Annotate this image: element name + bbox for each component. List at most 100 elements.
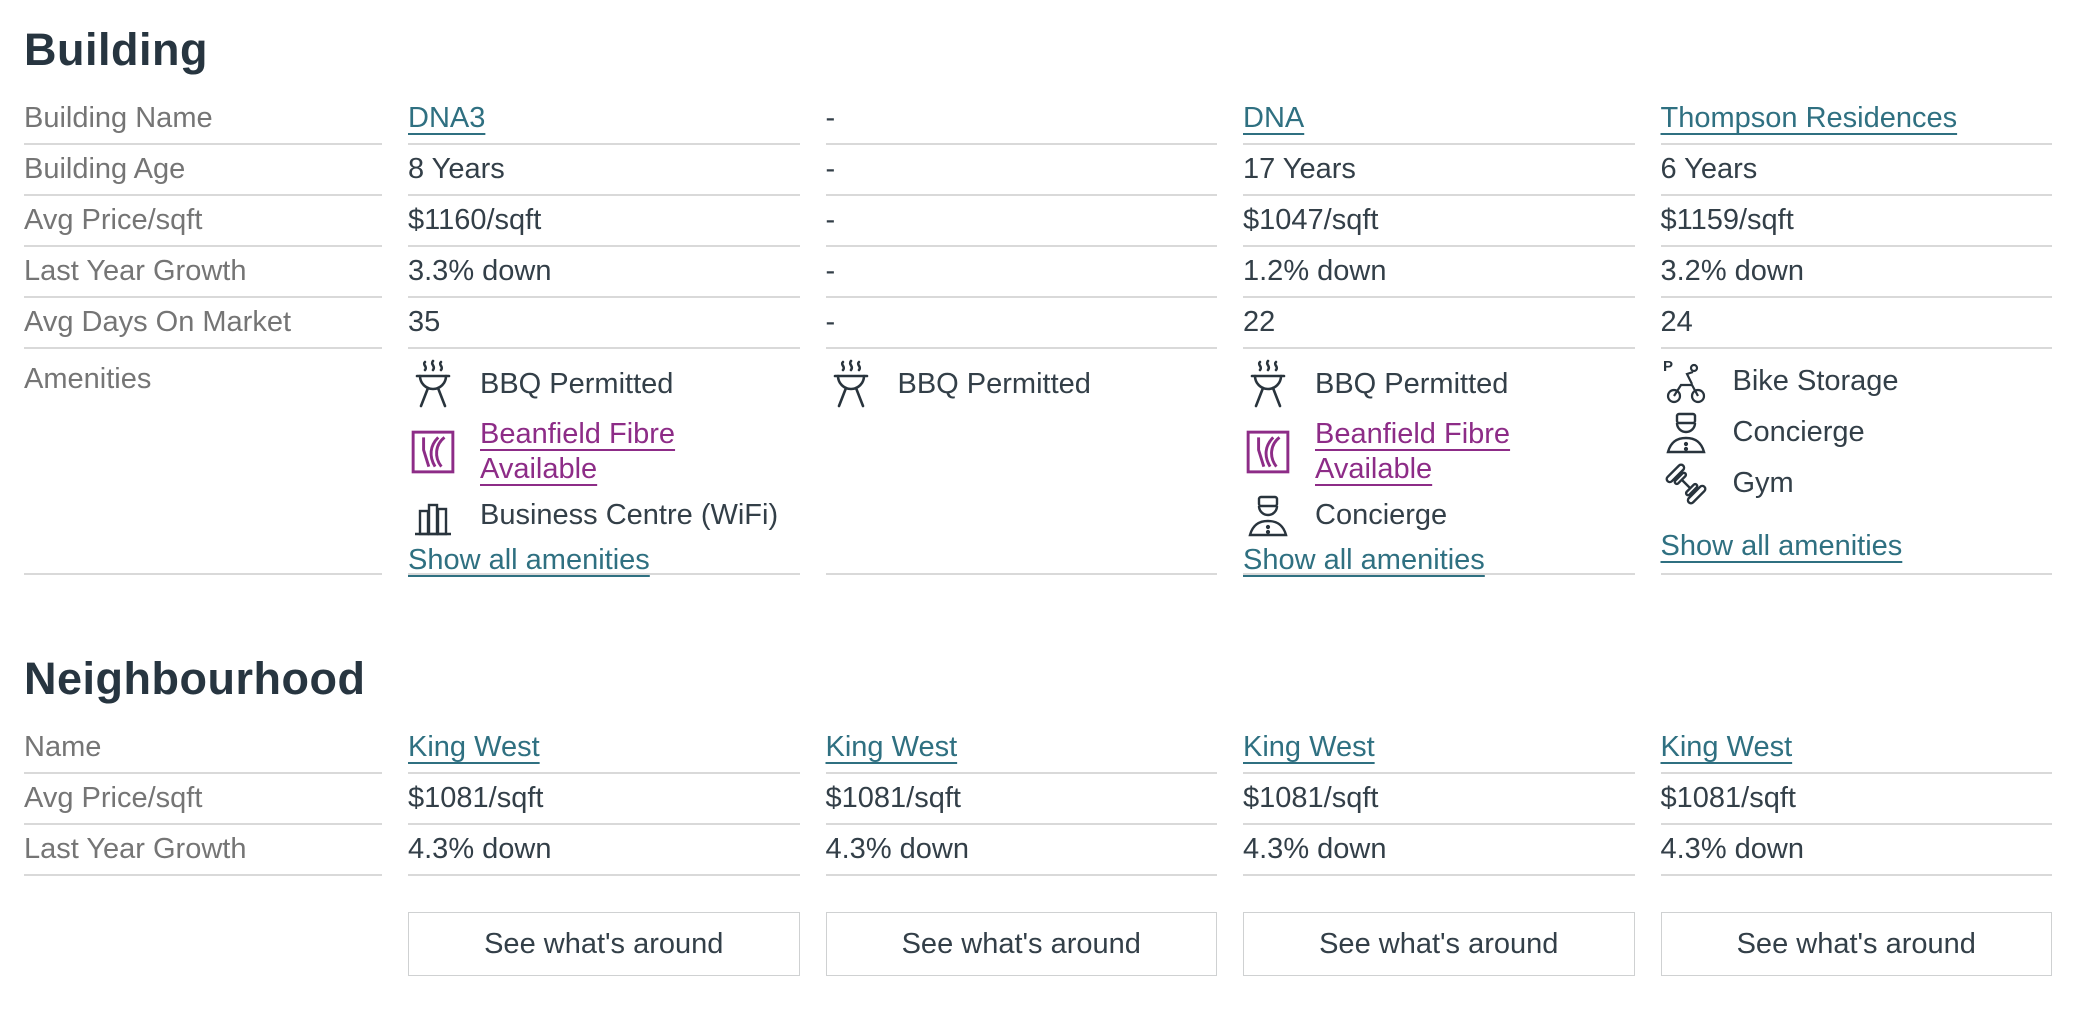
row-label-last-year-growth: Last Year Growth (24, 247, 382, 298)
amenities-cell: BBQ Permitted Beanfield Fibre Available (408, 349, 800, 576)
amenity-label: BBQ Permitted (480, 368, 674, 401)
row-label-neighbourhood-growth: Last Year Growth (24, 825, 382, 876)
building-days-cell: 22 (1243, 298, 1635, 349)
amenity-label: Concierge (1315, 499, 1448, 532)
building-growth-cell: 1.2% down (1243, 247, 1635, 298)
neighbourhood-link[interactable]: King West (1243, 731, 1375, 763)
neighbourhood-name-cell: King West (1660, 723, 2052, 774)
see-whats-around-button[interactable]: See what's around (825, 912, 1217, 976)
building-age-cell: 6 Years (1660, 145, 2052, 196)
row-label-building-name: Building Name (24, 94, 382, 145)
row-label-neighbourhood-name: Name (24, 723, 382, 774)
neighbourhood-growth-cell: 4.3% down (825, 825, 1217, 876)
neighbourhood-link[interactable]: King West (825, 731, 958, 763)
building-price-cell: - (825, 196, 1217, 247)
neighbourhood-name-cell: King West (825, 723, 1217, 774)
amenity-label: BBQ Permitted (897, 368, 1091, 401)
see-whats-around-button[interactable]: See what's around (408, 912, 800, 976)
amenity-item: P Bike Storage (1661, 359, 1899, 405)
show-all-amenities-link[interactable]: Show all amenities (1243, 543, 1485, 576)
row-label-neighbourhood-price: Avg Price/sqft (24, 774, 382, 825)
building-age-cell: 8 Years (408, 145, 800, 196)
concierge-icon (1243, 494, 1293, 538)
bbq-icon (408, 359, 458, 411)
row-label-avg-price: Avg Price/sqft (24, 196, 382, 247)
button-cell: See what's around (408, 876, 800, 976)
button-cell: See what's around (1243, 876, 1635, 976)
neighbourhood-table: Name King West King West King West King … (24, 723, 2052, 976)
building-name-cell: DNA (1243, 94, 1635, 145)
building-price-cell: $1159/sqft (1660, 196, 2052, 247)
building-name-cell: DNA3 (408, 94, 800, 145)
amenity-item: Gym (1661, 461, 1794, 507)
building-section: Building Building Name DNA3 - DNA Thomps… (24, 24, 2052, 576)
building-days-cell: 35 (408, 298, 800, 349)
button-cell: See what's around (825, 876, 1217, 976)
building-name-link[interactable]: DNA3 (408, 102, 486, 134)
building-price-cell: $1047/sqft (1243, 196, 1635, 247)
see-whats-around-button[interactable]: See what's around (1243, 912, 1635, 976)
beanfield-fibre-icon (408, 429, 458, 475)
button-cell: See what's around (1660, 876, 2052, 976)
neighbourhood-link[interactable]: King West (1660, 731, 1793, 763)
amenity-item: BBQ Permitted (1243, 359, 1508, 411)
beanfield-fibre-icon (1243, 429, 1293, 475)
building-age-cell: 17 Years (1243, 145, 1635, 196)
neighbourhood-price-cell: $1081/sqft (1660, 774, 2052, 825)
see-whats-around-button[interactable]: See what's around (1660, 912, 2052, 976)
beanfield-fibre-link[interactable]: Beanfield Fibre Available (1315, 418, 1511, 486)
neighbourhood-growth-cell: 4.3% down (1660, 825, 2052, 876)
building-days-cell: - (825, 298, 1217, 349)
building-table: Building Name DNA3 - DNA Thompson Reside… (24, 94, 2052, 576)
beanfield-fibre-link[interactable]: Beanfield Fibre Available (480, 418, 676, 486)
neighbourhood-section: Neighbourhood Name King West King West K… (24, 653, 2052, 976)
neighbourhood-growth-cell: 4.3% down (408, 825, 800, 876)
amenity-item: BBQ Permitted (826, 359, 1091, 411)
row-label-amenities: Amenities (24, 349, 382, 575)
concierge-icon (1661, 411, 1711, 455)
amenity-label: Gym (1732, 467, 1794, 500)
bbq-icon (826, 359, 876, 411)
row-label-building-age: Building Age (24, 145, 382, 196)
building-name-link[interactable]: DNA (1243, 102, 1305, 134)
svg-text:P: P (1663, 359, 1673, 375)
neighbourhood-section-title: Neighbourhood (24, 653, 366, 704)
amenity-item: Beanfield Fibre Available (1243, 417, 1565, 488)
amenity-label: Business Centre (WiFi) (480, 499, 779, 532)
amenities-cell: BBQ Permitted (825, 349, 1217, 575)
gym-icon (1661, 461, 1711, 507)
amenity-item: Business Centre (WiFi) (408, 494, 778, 538)
business-centre-icon (408, 494, 458, 538)
amenities-cell: P Bike Storage (1660, 349, 2052, 575)
show-all-amenities-link[interactable]: Show all amenities (408, 543, 650, 576)
building-days-cell: 24 (1660, 298, 2052, 349)
neighbourhood-price-cell: $1081/sqft (825, 774, 1217, 825)
building-name-cell: - (825, 94, 1217, 145)
building-name-cell: Thompson Residences (1660, 94, 2052, 145)
amenity-item: Concierge (1243, 494, 1447, 538)
bike-storage-icon: P (1661, 359, 1711, 405)
row-label-avg-days: Avg Days On Market (24, 298, 382, 349)
building-growth-cell: - (825, 247, 1217, 298)
neighbourhood-link[interactable]: King West (408, 731, 540, 763)
neighbourhood-name-cell: King West (1243, 723, 1635, 774)
amenities-cell: BBQ Permitted Beanfield Fibre Available (1243, 349, 1635, 576)
amenity-label: BBQ Permitted (1315, 368, 1509, 401)
building-growth-cell: 3.3% down (408, 247, 800, 298)
amenity-label: Concierge (1732, 416, 1865, 449)
button-row-spacer (24, 876, 382, 976)
amenity-item: BBQ Permitted (408, 359, 673, 411)
building-growth-cell: 3.2% down (1660, 247, 2052, 298)
amenity-item: Concierge (1661, 411, 1865, 455)
neighbourhood-price-cell: $1081/sqft (408, 774, 800, 825)
building-name-link[interactable]: Thompson Residences (1660, 102, 1958, 134)
building-section-title: Building (24, 24, 208, 75)
neighbourhood-name-cell: King West (408, 723, 800, 774)
neighbourhood-growth-cell: 4.3% down (1243, 825, 1635, 876)
neighbourhood-price-cell: $1081/sqft (1243, 774, 1635, 825)
amenity-label: Bike Storage (1732, 365, 1899, 398)
building-age-cell: - (825, 145, 1217, 196)
bbq-icon (1243, 359, 1293, 411)
show-all-amenities-link[interactable]: Show all amenities (1660, 530, 1903, 562)
